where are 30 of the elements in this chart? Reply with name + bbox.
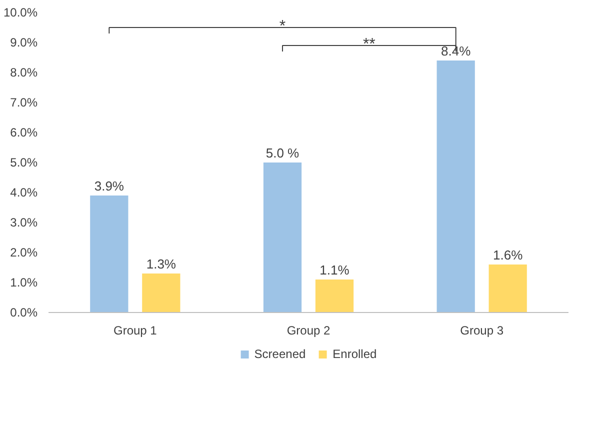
y-tick-label: 9.0% xyxy=(10,36,38,50)
bar xyxy=(263,162,302,312)
annotation: * xyxy=(279,18,286,35)
x-tick-label: Group 1 xyxy=(113,324,158,338)
bar xyxy=(436,60,475,312)
y-tick-label: 3.0% xyxy=(10,216,38,230)
data-label: 1.6% xyxy=(493,248,524,262)
bar xyxy=(315,280,354,312)
data-label: 1.1% xyxy=(320,262,350,278)
y-tick-label: 0.0% xyxy=(10,306,38,320)
x-tick-label: Group 3 xyxy=(460,324,504,338)
data-label: 1.3% xyxy=(146,256,176,272)
y-tick-label: 5.0% xyxy=(10,156,38,170)
x-tick-label: Group 2 xyxy=(286,324,331,338)
y-tick-label: 4.0% xyxy=(10,186,38,200)
y-tick-label: 8.0% xyxy=(10,66,38,80)
legend-label: Screened xyxy=(254,347,306,361)
data-label: 5.0 % xyxy=(266,146,300,160)
y-tick-label: 7.0% xyxy=(10,96,38,110)
annotation: ** xyxy=(362,36,376,53)
legend-label: Enrolled xyxy=(332,347,377,361)
bar xyxy=(142,274,180,312)
y-tick-label: 10.0% xyxy=(3,6,38,20)
y-tick-label: 1.0% xyxy=(10,276,38,290)
bar xyxy=(90,196,128,312)
y-tick-label: 2.0% xyxy=(10,246,38,260)
bar xyxy=(488,264,527,312)
data-label: 3.9% xyxy=(94,178,124,194)
y-tick-label: 6.0% xyxy=(10,126,38,140)
data-label: 8.4% xyxy=(441,44,472,58)
